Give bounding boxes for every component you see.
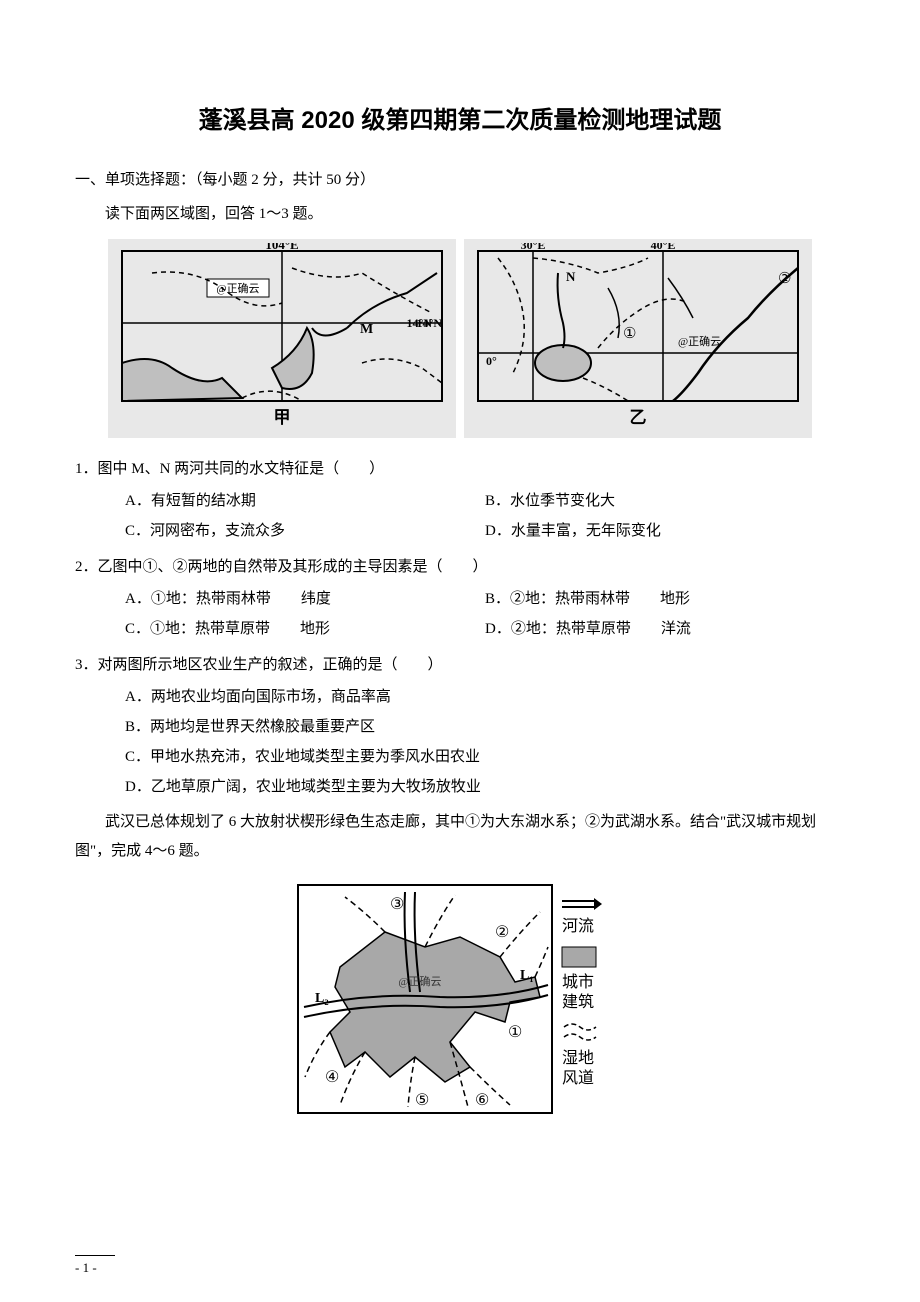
q1-option-c: C．河网密布，支流众多 xyxy=(125,516,485,546)
q2-option-b: B．②地：热带雨林带 地形 xyxy=(485,584,845,614)
page-number: - 1 - xyxy=(75,1255,115,1276)
q2-option-d: D．②地：热带草原带 洋流 xyxy=(485,614,845,644)
marker-n: N xyxy=(566,269,576,284)
map-pair: 104°E 14°N 14°N @正确云 M 甲 xyxy=(75,239,845,438)
legend-city-2: 建筑 xyxy=(562,993,594,1011)
map-jia: 104°E 14°N 14°N @正确云 M 甲 xyxy=(108,239,456,438)
q3-option-c: C．甲地水热充沛，农业地域类型主要为季风水田农业 xyxy=(125,742,845,772)
page-title: 蓬溪县高 2020 级第四期第二次质量检测地理试题 xyxy=(75,100,845,135)
marker-6: ⑥ xyxy=(475,1092,489,1109)
svg-text:0°: 0° xyxy=(486,354,497,368)
legend-wet-1: 湿地 xyxy=(562,1049,594,1067)
q1-stem: 1．图中 M、N 两河共同的水文特征是（ ） xyxy=(75,454,845,484)
q2-option-c: C．①地：热带草原带 地形 xyxy=(125,614,485,644)
q3-stem: 3．对两图所示地区农业生产的叙述，正确的是（ ） xyxy=(75,650,845,680)
marker-circ2: ② xyxy=(778,271,791,287)
q1-option-d: D．水量丰富，无年际变化 xyxy=(485,516,845,546)
marker-5: ⑤ xyxy=(415,1092,429,1109)
legend-river: 河流 xyxy=(562,917,594,935)
q3-option-d: D．乙地草原广阔，农业地域类型主要为大牧场放牧业 xyxy=(125,772,845,802)
watermark: @正确云 xyxy=(678,335,721,348)
lon-label: 104°E xyxy=(265,243,298,252)
marker-4: ④ xyxy=(325,1069,339,1086)
legend-wet-2: 风道 xyxy=(562,1069,594,1087)
q3-option-b: B．两地均是世界天然橡胶最重要产区 xyxy=(125,712,845,742)
marker-1: ① xyxy=(508,1024,522,1041)
q1-options: A．有短暂的结冰期 B．水位季节变化大 C．河网密布，支流众多 D．水量丰富，无… xyxy=(75,486,845,546)
q1-option-a: A．有短暂的结冰期 xyxy=(125,486,485,516)
marker-3: ③ xyxy=(390,896,404,913)
q2-stem: 2．乙图中①、②两地的自然带及其形成的主导因素是（ ） xyxy=(75,552,845,582)
legend-city-1: 城市 xyxy=(562,973,594,991)
map-label-yi: 乙 xyxy=(630,408,647,427)
wuhan-diagram: ③ ② ① ④ ⑤ ⑥ L₁ L₂ @正确云 河流 城市 建筑 湿地 风道 xyxy=(75,877,845,1121)
q2-options: A．①地：热带雨林带 纬度 B．②地：热带雨林带 地形 C．①地：热带草原带 地… xyxy=(75,584,845,644)
q3-options: A．两地农业均面向国际市场，商品率高 B．两地均是世界天然橡胶最重要产区 C．甲… xyxy=(75,682,845,802)
watermark: @正确云 xyxy=(398,975,441,988)
question-group-intro: 读下面两区域图，回答 1～3 题。 xyxy=(75,199,845,229)
q3-option-a: A．两地农业均面向国际市场，商品率高 xyxy=(125,682,845,712)
map-label-jia: 甲 xyxy=(274,408,291,427)
marker-2: ② xyxy=(495,924,509,941)
label-l1: L₁ xyxy=(520,968,534,983)
marker-circ1: ① xyxy=(623,326,636,342)
marker-m: M xyxy=(360,322,373,337)
map-yi: 30°E 40°E 0° N ① ② @正确云 xyxy=(464,239,812,438)
question-group-intro-2: 武汉已总体规划了 6 大放射状楔形绿色生态走廊，其中①为大东湖水系；②为武湖水系… xyxy=(75,808,845,867)
label-l2: L₂ xyxy=(315,991,329,1006)
svg-text:40°E: 40°E xyxy=(651,243,676,252)
section-heading: 一、单项选择题：（每小题 2 分，共计 50 分） xyxy=(75,165,845,195)
svg-text:30°E: 30°E xyxy=(521,243,546,252)
q2-option-a: A．①地：热带雨林带 纬度 xyxy=(125,584,485,614)
svg-text:14°N: 14°N xyxy=(407,316,433,330)
q1-option-b: B．水位季节变化大 xyxy=(485,486,845,516)
